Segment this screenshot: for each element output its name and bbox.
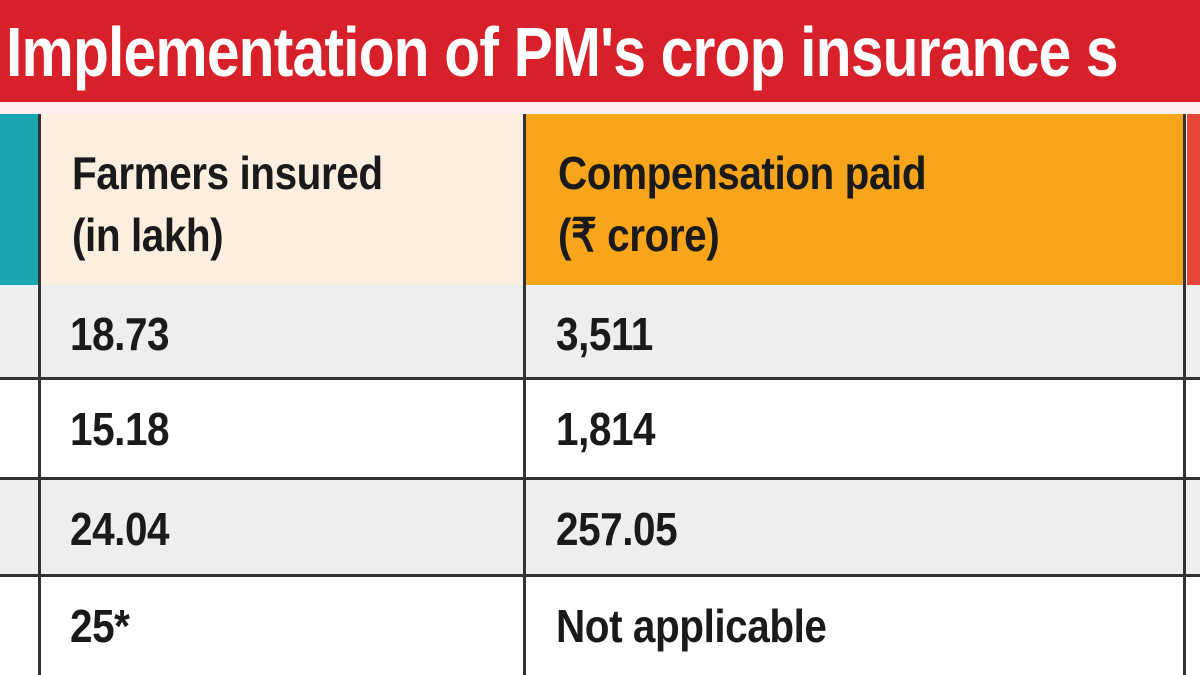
header-line: (₹ crore)	[558, 209, 720, 261]
header-line: Farmers insured	[72, 147, 383, 199]
table-cell: 15.18	[70, 403, 170, 455]
header-line: Compensation paid	[558, 147, 927, 199]
table-cell: 3,511	[556, 308, 653, 360]
header-line: (in lakh)	[72, 209, 224, 261]
header-compensation-paid: Compensation paid (₹ crore)	[526, 114, 1184, 285]
header-farmers-insured: Farmers insured (in lakh)	[40, 114, 524, 285]
column-divider	[523, 114, 526, 675]
red-header-edge	[1187, 114, 1200, 285]
table-row: 15.18 1,814	[0, 380, 1200, 477]
table-cell: 1,814	[556, 403, 656, 455]
table-title: Implementation of PM's crop insurance s	[6, 13, 1119, 91]
table-cell: 257.05	[556, 503, 678, 555]
table-row: 25* Not applicable	[0, 577, 1200, 675]
table-row: 24.04 257.05	[0, 480, 1200, 574]
table-cell: 24.04	[70, 503, 170, 555]
row-divider	[0, 574, 1200, 577]
table-cell: 18.73	[70, 308, 170, 360]
column-divider	[38, 114, 41, 675]
row-divider	[0, 477, 1200, 480]
table-cell: Not applicable	[556, 600, 827, 652]
banner-gap	[0, 102, 1200, 114]
table-cell: 25*	[70, 600, 130, 652]
title-banner: Implementation of PM's crop insurance s	[0, 0, 1200, 102]
table-row: 18.73 3,511	[0, 285, 1200, 377]
teal-header-cell	[0, 114, 38, 285]
row-divider	[0, 377, 1200, 380]
column-divider	[1183, 114, 1186, 675]
